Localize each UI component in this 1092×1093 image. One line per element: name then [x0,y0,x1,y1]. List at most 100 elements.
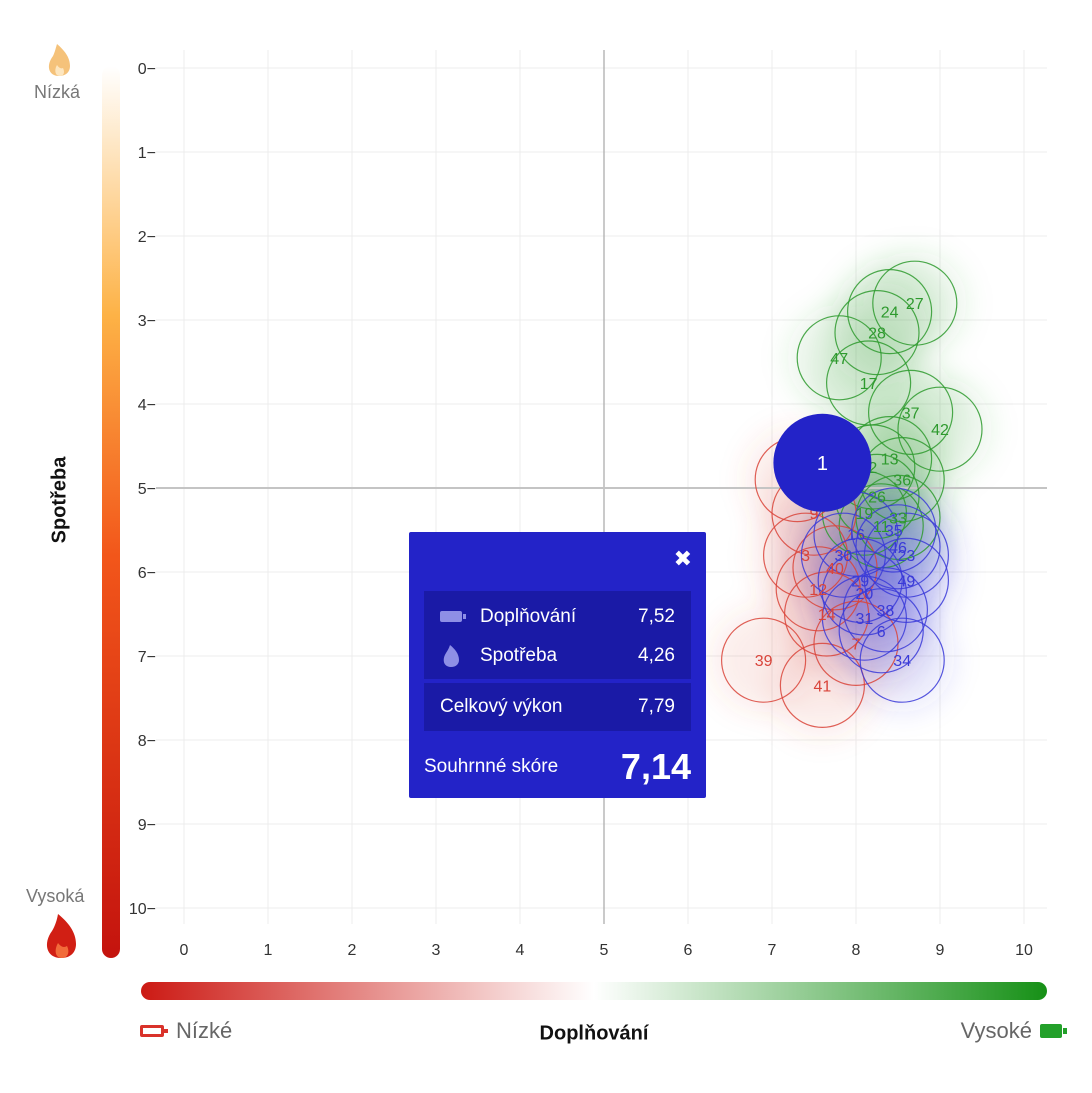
y-tick-label: 2− [138,229,156,246]
bubble-label-36: 36 [893,473,911,490]
bubble-label-17: 17 [860,376,878,393]
bubble-40[interactable] [792,525,878,611]
y-tick-label: 3− [138,313,156,330]
battery-empty-icon [140,1025,168,1037]
x-tick-label: 2 [348,942,357,959]
bubble-label-39: 39 [755,653,773,670]
tooltip-total-value: 7,79 [638,696,675,717]
tooltip-consumption-value: 4,26 [638,644,675,666]
y-tick-label: 1− [138,145,156,162]
bubble-label-7: 7 [852,636,861,653]
bubble-label-19: 19 [856,506,874,523]
bubble-34[interactable] [859,617,945,703]
selected-marker[interactable] [773,413,872,512]
flame-icon [440,644,462,667]
bubble-12[interactable] [775,546,861,632]
selected-marker-group[interactable]: 1 [773,413,872,512]
bubble-24[interactable] [846,269,933,355]
bubble-20[interactable] [821,550,908,636]
bubble-label-46: 46 [889,540,907,557]
bubble-label-23: 23 [898,548,916,565]
y-gradient-bar [102,66,120,958]
bubble-29[interactable] [817,537,903,624]
bubble-30[interactable] [800,512,887,598]
bubble-label-26: 26 [868,489,886,506]
bubble-label-35: 35 [885,523,903,540]
bubble-label-14: 14 [818,607,836,624]
bubble-label-49: 49 [898,573,916,590]
x-tick-label: 10 [1015,942,1033,959]
bubble-label-12: 12 [809,582,827,599]
tooltip-total-box: Celkový výkon 7,79 [424,683,691,731]
bubble-label-2: 2 [868,460,877,477]
y-tick-label: 7− [138,649,156,666]
tooltip-refill-value: 7,52 [638,605,675,627]
bubble-47[interactable] [796,315,882,401]
bubble-label-24: 24 [881,305,899,322]
y-tick-label: 10− [129,901,156,918]
bubble-label-29: 29 [851,573,869,590]
bubble-label-41: 41 [814,678,832,695]
selected-marker-label: 1 [817,453,828,475]
bubble-label-33: 33 [889,510,907,527]
bubble-label-28: 28 [868,326,886,343]
y-axis-title: Spotřeba [48,456,71,544]
battery-full-icon [1040,1024,1067,1038]
bubbles: 2724284717374213236261933113941340141249… [720,260,983,729]
x-high-group: Vysoké [960,1018,1067,1044]
bubble-41[interactable] [779,642,866,729]
bubble-label-6: 6 [877,624,886,641]
tooltip-row-consumption: Spotřeba 4,26 [440,636,675,675]
y-tick-label: 9− [138,817,156,834]
battery-icon [440,611,466,622]
close-icon[interactable]: ✖ [673,546,692,571]
bubble-label-3: 3 [801,548,810,565]
y-tick-label: 6− [138,565,156,582]
tooltip-row-refill: Doplňování 7,52 [440,597,675,636]
tooltip-summary-label: Souhrnné skóre [424,756,559,777]
bubble-label-30: 30 [835,548,853,565]
x-tick-label: 8 [852,942,861,959]
bubble-label-38: 38 [877,603,895,620]
bubble-label-9: 9 [810,506,819,523]
bubble-label-31: 31 [856,611,874,628]
bubble-35[interactable] [851,487,937,573]
x-tick-label: 6 [684,942,693,959]
bubble-28[interactable] [834,290,920,376]
bubble-46[interactable] [855,504,941,590]
bubble-label-42: 42 [931,422,949,439]
bubble-label-37: 37 [902,405,920,422]
x-tick-label: 4 [516,942,525,959]
y-tick-label: 0− [138,61,156,78]
bubble-label-34: 34 [893,653,911,670]
bubble-label-47: 47 [830,351,848,368]
tooltip-refill-label: Doplňování [480,605,577,627]
x-axis-title: Doplňování [539,1022,649,1045]
y-low-label: Nízká [34,82,81,102]
bubble-label-16: 16 [847,527,865,544]
bubble-38[interactable] [842,567,929,653]
tooltip-row-total: Celkový výkon 7,79 [440,683,675,731]
flame-light-icon [48,44,70,76]
tooltip-consumption-label: Spotřeba [480,644,558,666]
bubble-6[interactable] [838,588,924,674]
bubble-label-11: 11 [873,519,890,536]
bubble-42[interactable] [897,386,983,472]
tooltip-total-label: Celkový výkon [440,696,563,717]
x-tick-label: 7 [768,942,777,959]
x-tick-label: 5 [600,942,609,959]
x-tick-label: 0 [180,942,189,959]
bubble-37[interactable] [867,369,954,455]
x-tick-label: 1 [264,942,273,959]
x-high-label: Vysoké [960,1018,1032,1043]
flame-dark-icon [46,914,76,958]
y-tick-label: 5− [138,481,156,498]
tooltip-metrics-box: Doplňování 7,52 Spotřeba 4,26 [424,591,691,679]
bubble-label-27: 27 [906,296,924,313]
y-tick-label: 8− [138,733,156,750]
tooltip-summary: Souhrnné skóre 7,14 [424,746,691,788]
y-tick-label: 4− [138,397,156,414]
tooltip-summary-value: 7,14 [620,746,691,787]
bubble-39[interactable] [720,617,807,703]
x-low-label: Nízké [176,1018,233,1043]
